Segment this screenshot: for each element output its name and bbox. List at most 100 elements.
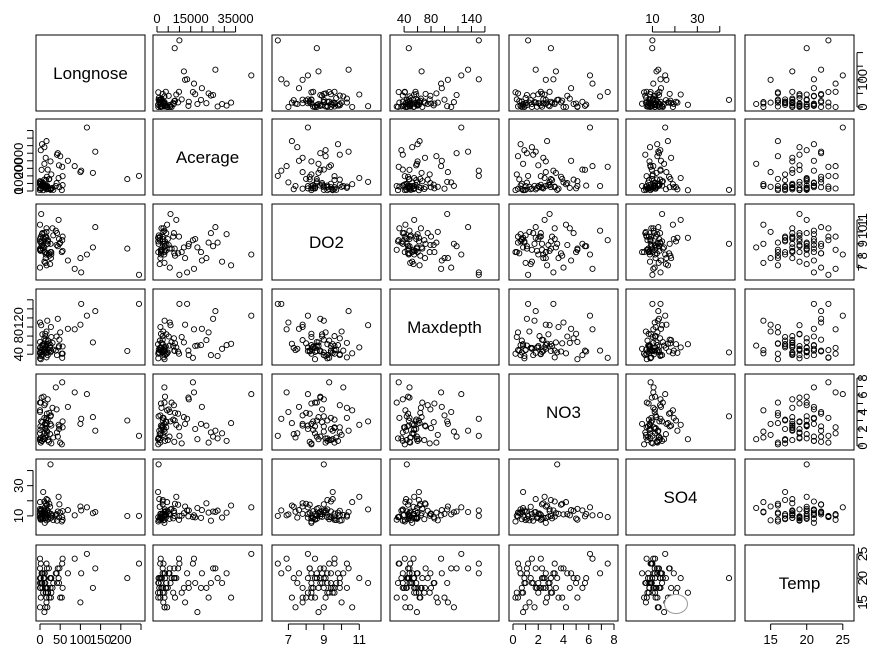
- data-point: [668, 584, 675, 591]
- data-point: [157, 330, 165, 337]
- data-point: [212, 224, 219, 231]
- data-point: [832, 233, 839, 240]
- data-point: [319, 331, 326, 338]
- x-tick-label: 30: [690, 11, 704, 26]
- data-point: [340, 512, 347, 519]
- data-point: [338, 328, 345, 335]
- data-point: [322, 435, 329, 442]
- data-point: [546, 182, 553, 189]
- data-point: [190, 326, 198, 333]
- data-point: [796, 232, 803, 239]
- data-point: [552, 584, 559, 591]
- data-point: [557, 99, 565, 106]
- x-tick-label: 15: [763, 632, 777, 647]
- data-point: [42, 579, 49, 587]
- data-point: [810, 167, 817, 174]
- data-point: [760, 259, 767, 266]
- data-point: [789, 496, 796, 503]
- data-point: [573, 185, 580, 192]
- data-point: [648, 99, 655, 106]
- data-point: [512, 594, 519, 601]
- data-point: [173, 575, 180, 582]
- data-point: [59, 247, 66, 254]
- data-point: [803, 91, 810, 98]
- data-point: [288, 502, 295, 509]
- data-point: [171, 347, 178, 355]
- data-point: [413, 162, 420, 169]
- data-point: [89, 339, 96, 346]
- data-point: [396, 414, 403, 421]
- panel-acerage-vs-longnose: [35, 118, 146, 196]
- data-point: [43, 410, 50, 417]
- data-point: [41, 160, 48, 167]
- panel-do2-vs-maxdepth: [389, 203, 500, 281]
- data-point: [551, 498, 558, 505]
- x-tick-label: 2: [535, 632, 542, 647]
- data-point: [336, 335, 343, 342]
- data-point: [789, 404, 796, 411]
- data-point: [203, 337, 210, 344]
- data-point: [651, 319, 658, 326]
- panel-acerage-vs-do2: [271, 118, 382, 196]
- data-point: [155, 341, 162, 348]
- data-point: [212, 565, 219, 572]
- data-point: [803, 347, 810, 355]
- data-point: [409, 258, 416, 265]
- data-point: [198, 507, 205, 514]
- data-point: [796, 243, 803, 250]
- data-point: [182, 503, 189, 510]
- data-point: [333, 517, 340, 524]
- data-point: [803, 239, 810, 246]
- data-point: [434, 183, 441, 190]
- data-point: [767, 255, 774, 262]
- data-point: [161, 604, 168, 611]
- data-point: [789, 511, 796, 518]
- data-point: [573, 249, 580, 256]
- data-point: [574, 594, 581, 601]
- data-point: [810, 406, 817, 413]
- data-point: [760, 240, 767, 247]
- data-point: [803, 176, 810, 183]
- data-point: [810, 238, 817, 245]
- data-point: [313, 45, 320, 52]
- x-tick-label: 80: [424, 11, 438, 26]
- data-point: [157, 323, 164, 331]
- data-point: [83, 550, 90, 557]
- data-point: [180, 584, 187, 591]
- data-point: [310, 103, 317, 110]
- data-point: [782, 440, 789, 447]
- data-point: [669, 181, 676, 188]
- data-point: [803, 503, 810, 510]
- data-point: [274, 560, 281, 567]
- data-point: [532, 224, 539, 231]
- data-point: [643, 232, 650, 239]
- data-point: [327, 514, 334, 521]
- data-point: [559, 500, 566, 507]
- data-point: [547, 575, 554, 582]
- data-point: [547, 512, 554, 520]
- data-point: [311, 399, 319, 406]
- data-point: [320, 461, 327, 468]
- data-point: [562, 221, 570, 228]
- data-point: [320, 349, 327, 356]
- data-point: [774, 138, 781, 145]
- data-point: [185, 243, 192, 250]
- data-point: [313, 178, 320, 185]
- data-point: [78, 300, 85, 307]
- data-point: [655, 66, 662, 73]
- data-point: [832, 80, 839, 87]
- data-point: [426, 96, 433, 103]
- data-point: [320, 501, 327, 508]
- data-point: [64, 325, 71, 332]
- data-point: [760, 221, 767, 228]
- data-point: [441, 412, 448, 419]
- data-point: [475, 271, 482, 278]
- data-point: [586, 504, 594, 511]
- data-point: [161, 393, 169, 400]
- data-point: [684, 436, 691, 443]
- data-point: [725, 413, 733, 420]
- data-point: [313, 512, 320, 520]
- data-point: [283, 512, 290, 519]
- data-point: [641, 594, 648, 601]
- data-point: [83, 391, 90, 398]
